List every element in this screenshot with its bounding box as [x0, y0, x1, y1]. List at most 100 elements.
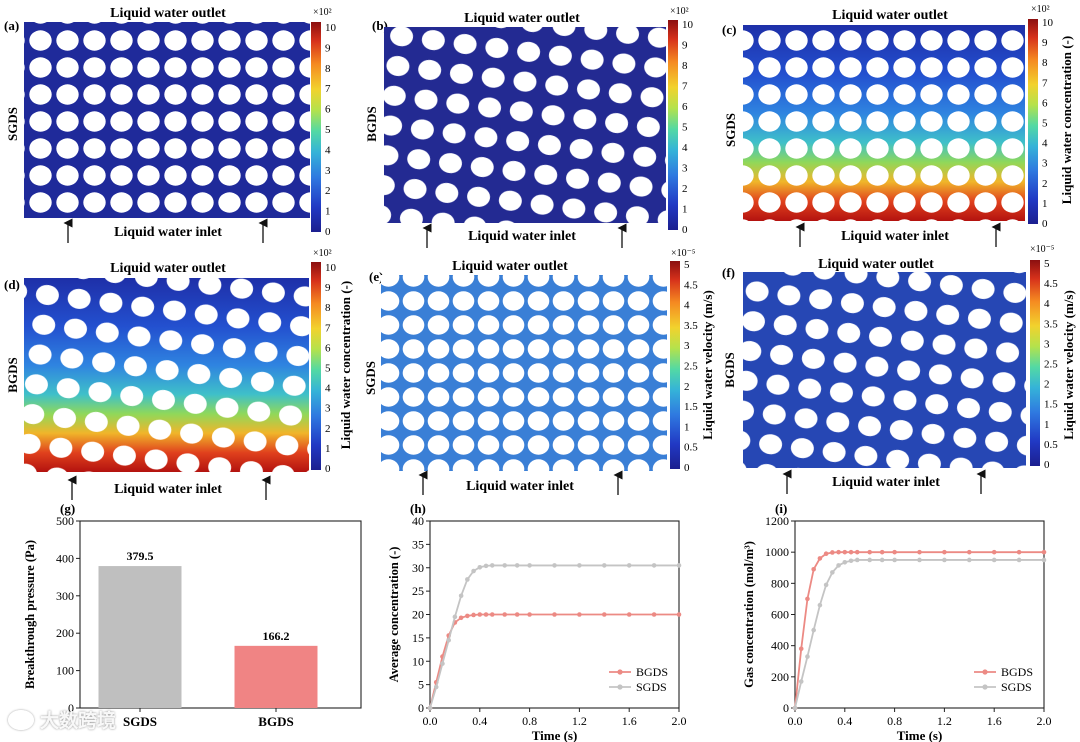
- data-point-sgds: [1016, 557, 1022, 563]
- watermark-text: 大数跨境: [40, 710, 117, 732]
- y-tick-label: 25: [412, 584, 424, 598]
- panel-c: (c) Liquid water outlet Liquid water inl…: [722, 4, 1074, 247]
- inlet-label: Liquid water inlet: [832, 475, 940, 490]
- colorbar-tick-label: 10: [1042, 17, 1054, 29]
- watermark: 大数跨境: [8, 706, 116, 733]
- colorbar-tick-label: 2: [1042, 178, 1048, 190]
- sample-label: BGDS: [5, 357, 20, 392]
- panel-e: (e) Liquid water outlet Liquid water inl…: [363, 248, 715, 495]
- x-tick-label: SGDS: [123, 714, 157, 729]
- legend-label: SGDS: [636, 680, 667, 694]
- colorbar-tick-label: 2: [1044, 379, 1050, 391]
- panel-a: (a) Liquid water outlet Liquid water inl…: [4, 6, 337, 243]
- data-point-sgds: [483, 563, 489, 569]
- data-point-sgds: [854, 557, 860, 563]
- colorbar-tick-label: 5: [1044, 258, 1050, 270]
- data-point-sgds: [452, 614, 458, 620]
- colorbar-tick-label: 1.5: [684, 401, 698, 413]
- data-point-bgds: [651, 612, 657, 617]
- colorbar-tick-label: 2: [325, 423, 331, 435]
- colorbar-tick-label: 10: [682, 19, 694, 31]
- data-point-bgds: [879, 549, 885, 555]
- data-point-bgds: [848, 549, 854, 555]
- data-point-sgds: [446, 637, 451, 643]
- data-point-sgds: [433, 684, 439, 690]
- colorbar-tick-label: 3: [1042, 158, 1048, 170]
- legend-marker: [982, 669, 988, 675]
- panel-label: (h): [410, 501, 426, 516]
- colorbar-tick-label: 5: [1042, 118, 1048, 130]
- y-axis-label: Average concentration (-): [387, 547, 401, 683]
- colorbar-tick-label: 9: [325, 282, 331, 294]
- y-tick-label: 200: [56, 626, 74, 640]
- colorbar-tick-label: 0: [325, 226, 331, 238]
- data-point-sgds: [917, 557, 922, 563]
- y-tick-label: 800: [771, 576, 789, 590]
- data-point-sgds: [676, 563, 682, 568]
- data-point-sgds: [892, 557, 897, 563]
- pore-network-pores: [24, 22, 310, 218]
- data-point-sgds: [577, 563, 582, 568]
- data-point-sgds: [527, 563, 532, 568]
- legend-marker: [617, 684, 623, 690]
- x-axis-label: Time (s): [897, 728, 943, 742]
- colorbar-tick-label: 3: [325, 403, 331, 415]
- data-point-bgds: [676, 612, 682, 617]
- colorbar-tick-label: 6: [682, 101, 688, 113]
- y-tick-label: 100: [56, 664, 74, 678]
- data-point-bgds: [942, 549, 947, 555]
- y-tick-label: 1000: [765, 545, 789, 559]
- bar-value-label: 379.5: [127, 549, 154, 563]
- panel-label: (f): [722, 265, 735, 280]
- y-tick-label: 400: [771, 639, 789, 653]
- data-point-sgds: [867, 557, 872, 563]
- x-tick-label: 2.0: [1037, 714, 1052, 728]
- data-point-sgds: [552, 563, 557, 568]
- y-axis-label: Breakthrough pressure (Pa): [23, 540, 37, 689]
- data-point-bgds: [805, 596, 810, 602]
- sample-label: SGDS: [723, 113, 738, 147]
- y-tick-label: 200: [771, 670, 789, 684]
- colorbar-tick-label: 0: [325, 463, 331, 475]
- colorbar-tick-label: 8: [1042, 57, 1048, 69]
- y-tick-label: 10: [412, 654, 424, 668]
- bar-sgds: [98, 566, 182, 708]
- chart-gas-concentration: 0 200 400 600 800 1000 1200 Gas concentration (…: [742, 501, 1052, 742]
- x-tick-label: 1.6: [622, 714, 637, 728]
- colorbar-tick-label: 1: [1042, 198, 1048, 210]
- panel-label: (i): [775, 501, 787, 516]
- data-point-bgds: [842, 549, 848, 555]
- data-point-sgds: [440, 661, 445, 666]
- plot-frame: [79, 520, 362, 709]
- data-point-sgds: [465, 577, 470, 582]
- y-tick-label: 35: [412, 537, 424, 551]
- colorbar-tick-label: 2.5: [684, 361, 698, 373]
- data-point-sgds: [792, 705, 798, 711]
- data-point-sgds: [471, 568, 476, 574]
- panel-d: (d) Liquid water outlet Liquid water inl…: [4, 248, 353, 500]
- data-point-bgds: [602, 612, 607, 617]
- data-point-sgds: [817, 602, 823, 608]
- colorbar: ×10⁻⁵ 5 4.5 4 3.5 3 2.5 2 1.5 1 0.5 0 Liquid water…: [1030, 244, 1076, 471]
- inlet-label: Liquid water inlet: [841, 229, 949, 244]
- colorbar-tick-label: 4: [325, 383, 331, 395]
- colorbar-tick-label: 4: [325, 144, 331, 156]
- data-point-sgds: [842, 559, 848, 565]
- x-tick-label: 1.2: [572, 714, 587, 728]
- colorbar: ×10⁻⁵ 5 4.5 4 3.5 3 2.5 2 1.5 1 0.5 0 Liquid water…: [670, 248, 715, 474]
- colorbar-tick-label: 6: [1042, 97, 1048, 109]
- y-tick-label: 20: [412, 608, 424, 622]
- y-tick-label: 40: [412, 514, 424, 528]
- sample-label: SGDS: [363, 361, 378, 395]
- outlet-label: Liquid water outlet: [832, 8, 948, 23]
- data-point-bgds: [798, 646, 804, 652]
- colorbar-tick-label: 0: [684, 462, 690, 474]
- colorbar-tick-label: 7: [325, 322, 331, 334]
- data-point-bgds: [458, 615, 464, 621]
- sample-label: SGDS: [5, 107, 20, 141]
- y-tick-label: 30: [412, 561, 424, 575]
- colorbar-exponent: ×10²: [313, 248, 332, 259]
- colorbar-tick-label: 3.5: [684, 320, 698, 332]
